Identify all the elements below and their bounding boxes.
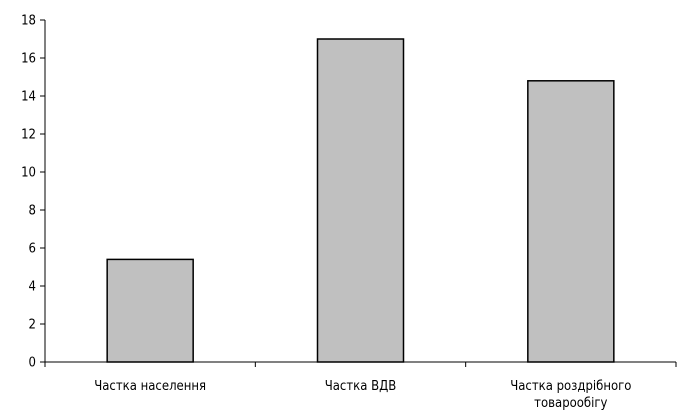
x-category-label: Частка ВДВ: [325, 379, 397, 394]
x-category-label-line: товарообігу: [534, 396, 607, 411]
x-category-label: Частка роздрібного товарообігу: [510, 379, 631, 411]
y-tick-label: 4: [29, 280, 36, 295]
y-axis-ticks: [40, 19, 45, 363]
bar: [316, 38, 405, 363]
y-tick-label: 18: [21, 14, 36, 29]
x-axis-category-labels: Частка населення Частка ВДВ Частка роздріб…: [94, 379, 631, 411]
bar: [106, 258, 194, 363]
bars: [106, 38, 615, 363]
y-tick-label: 2: [29, 318, 36, 333]
y-tick-label: 12: [21, 128, 36, 143]
y-axis-tick-labels: 0 2 4 6 8 10 12 14 16 18: [21, 14, 36, 371]
y-tick-label: 10: [21, 166, 36, 181]
x-category-label-line: Частка роздрібного: [510, 379, 631, 394]
x-category-label-line: Частка ВДВ: [325, 379, 397, 394]
y-tick-label: 16: [21, 52, 36, 67]
x-category-label-line: Частка населення: [94, 379, 206, 394]
y-tick-label: 6: [29, 242, 36, 257]
y-tick-label: 14: [21, 90, 36, 105]
bar: [527, 80, 615, 363]
y-tick-label: 0: [29, 356, 36, 371]
x-category-label: Частка населення: [94, 379, 206, 394]
x-axis-ticks: [44, 362, 677, 367]
y-tick-label: 8: [29, 204, 36, 219]
